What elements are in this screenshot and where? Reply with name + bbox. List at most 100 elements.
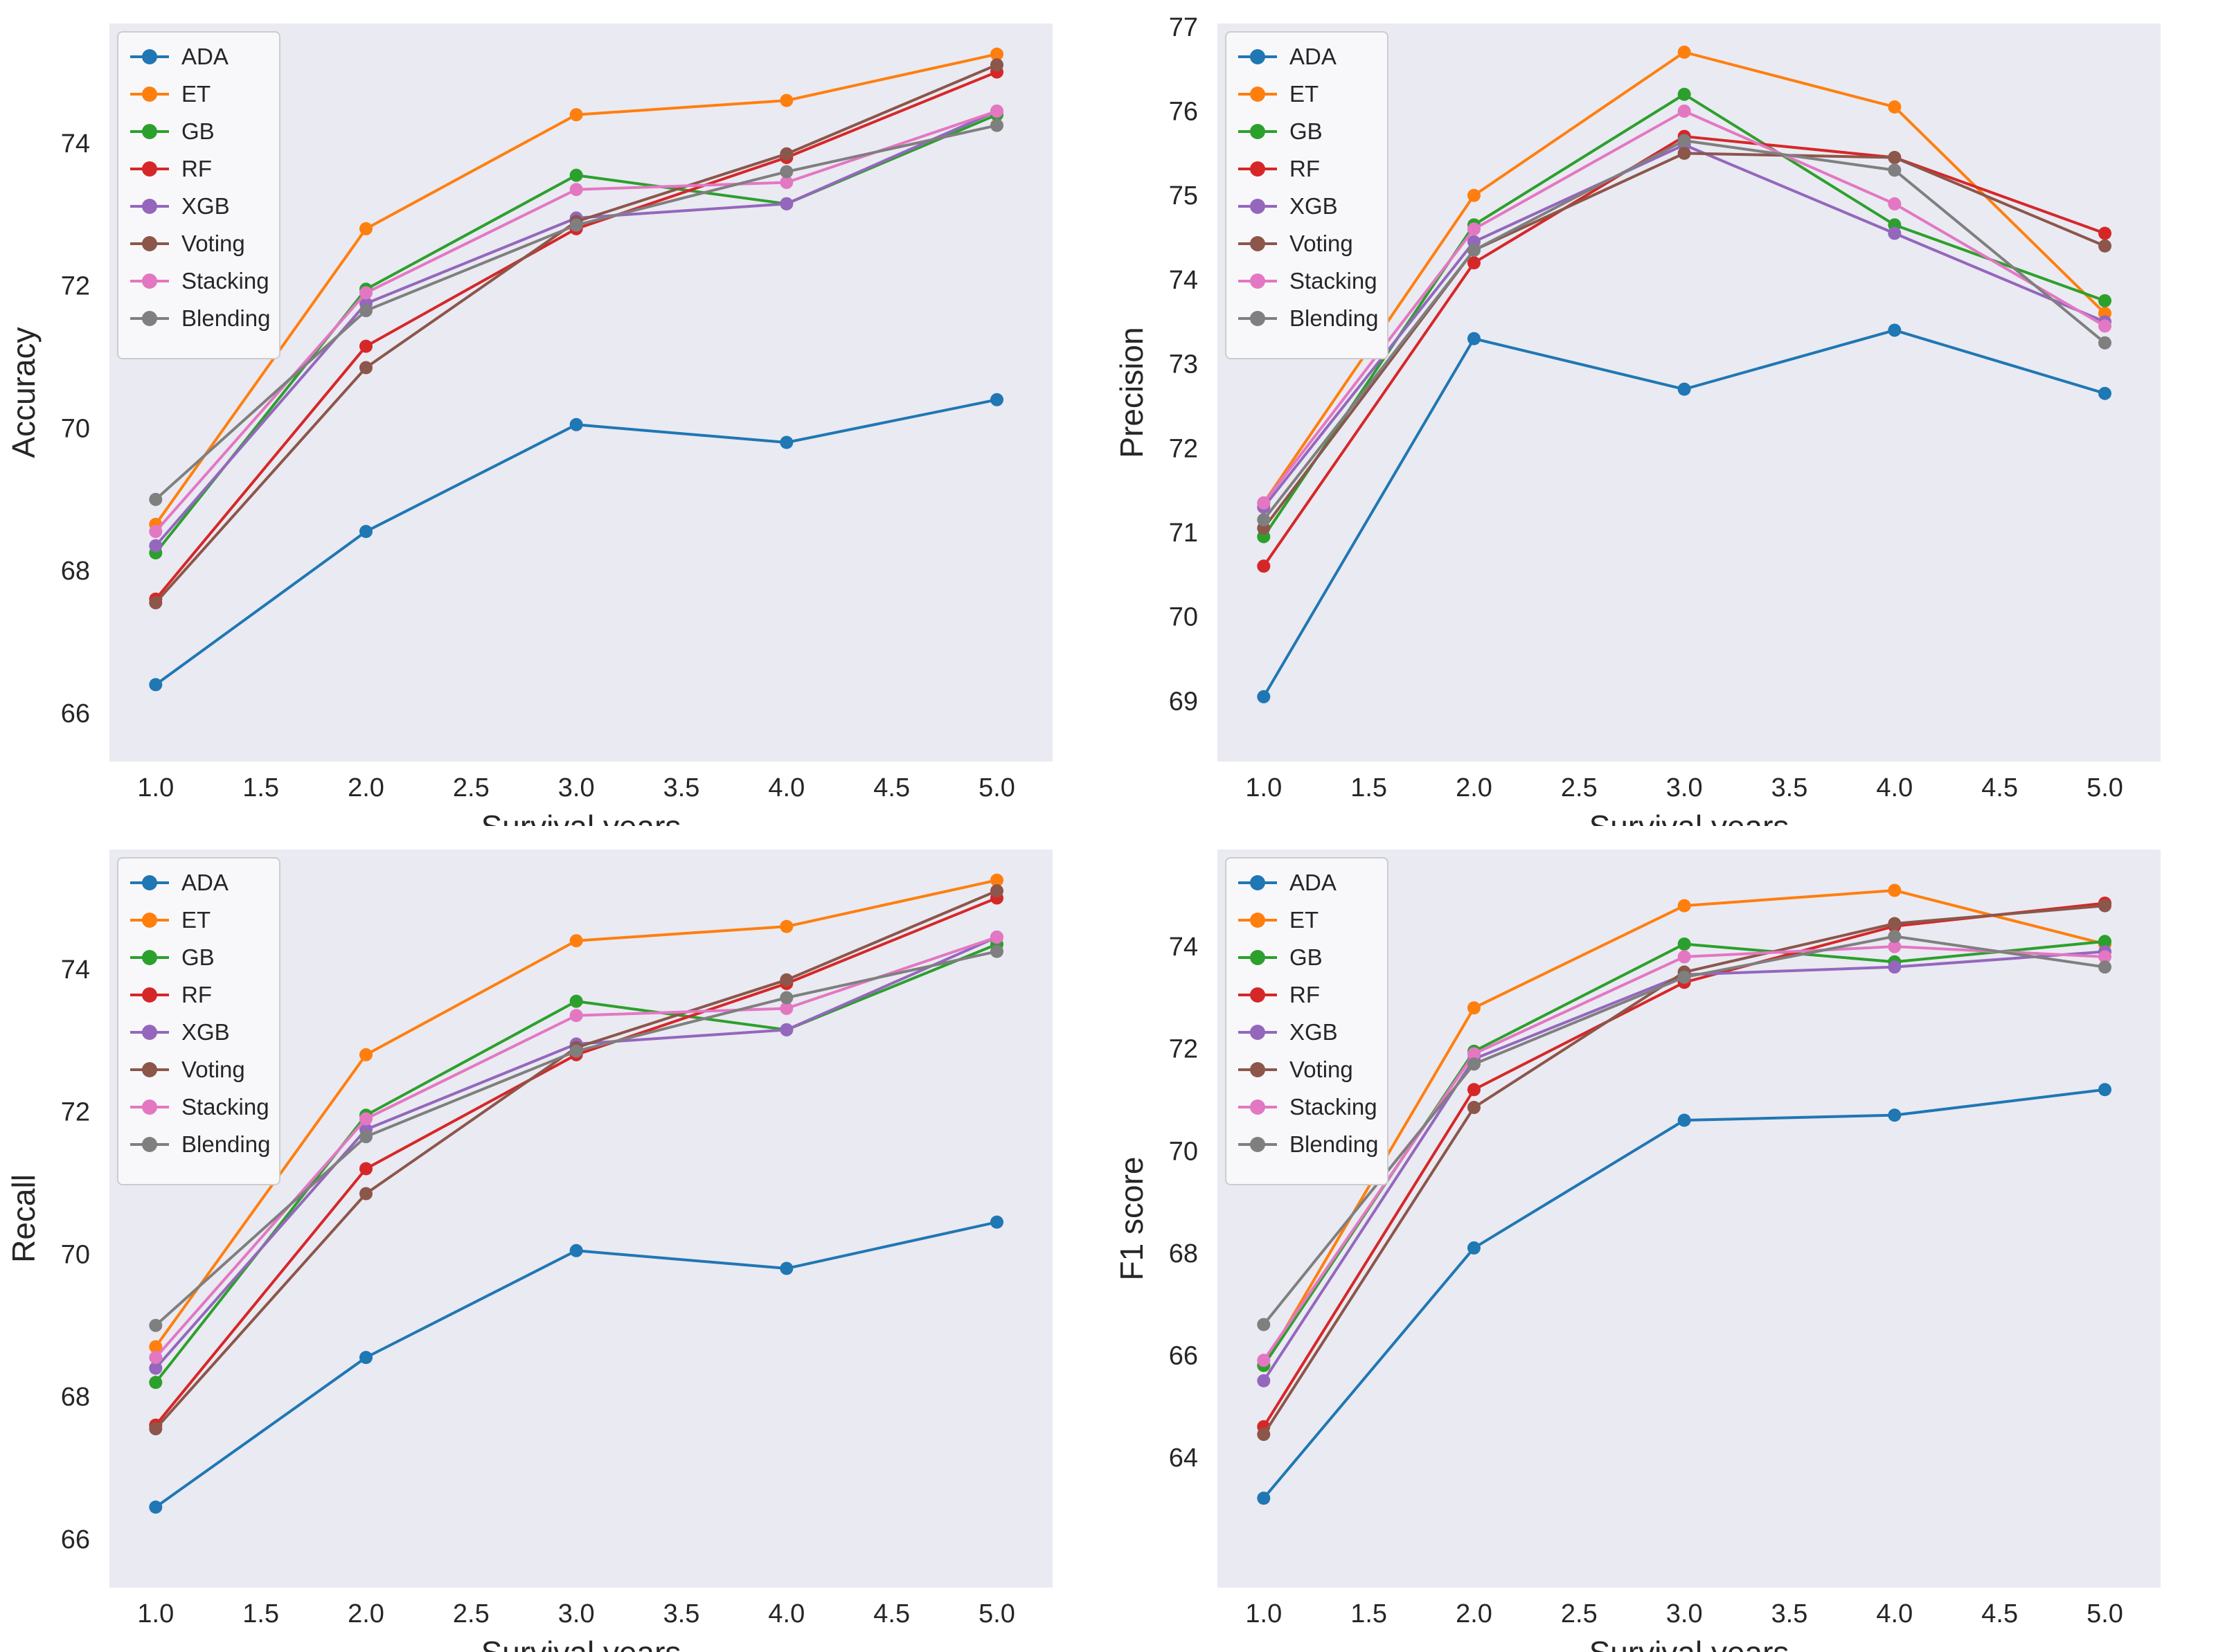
y-tick-label: 76	[1169, 98, 1198, 127]
legend: ADA ET GB RF XGB Voting Stacking Blending	[1225, 857, 1388, 1185]
legend-label: XGB	[181, 193, 230, 219]
legend-box	[117, 31, 280, 359]
series-marker-ADA	[1888, 1108, 1902, 1122]
series-marker-Blending	[1677, 970, 1691, 984]
series-marker-Blending	[1467, 243, 1481, 257]
series-marker-Blending	[1467, 1057, 1481, 1071]
legend-item-ET: ET	[130, 907, 211, 933]
legend-item-XGB: XGB	[130, 193, 230, 219]
series-marker-Voting	[1677, 146, 1691, 160]
x-tick-label: 2.5	[453, 773, 490, 802]
x-tick-label: 2.0	[348, 1599, 384, 1628]
y-axis-title: Accuracy	[6, 327, 42, 458]
series-marker-ET	[569, 108, 583, 122]
x-tick-label: 3.0	[558, 1599, 595, 1628]
legend-marker-dot	[142, 1137, 157, 1152]
legend-marker-dot	[1250, 311, 1265, 326]
legend-item-ET: ET	[1238, 907, 1319, 933]
legend-marker-dot	[142, 913, 157, 928]
series-marker-ADA	[2098, 1083, 2112, 1097]
x-tick-label: 5.0	[2087, 773, 2123, 802]
y-tick-label: 77	[1169, 13, 1198, 42]
x-tick-label: 5.0	[979, 1599, 1015, 1628]
series-marker-ET	[359, 1048, 373, 1061]
y-tick-label: 70	[61, 414, 90, 443]
series-marker-GB	[1677, 937, 1691, 951]
series-marker-RF	[1467, 256, 1481, 270]
series-marker-Voting	[990, 884, 1004, 898]
legend-item-Stacking: Stacking	[130, 1094, 269, 1120]
x-tick-label: 4.0	[1876, 1599, 1913, 1628]
legend: ADA ET GB RF XGB Voting Stacking Blending	[117, 31, 280, 359]
legend-item-ET: ET	[130, 81, 211, 107]
y-tick-label: 70	[1169, 1137, 1198, 1166]
legend-marker-dot	[142, 1025, 157, 1040]
x-tick-label: 4.5	[1981, 773, 2018, 802]
series-marker-ADA	[359, 1351, 373, 1365]
legend-marker-dot	[1250, 950, 1265, 965]
legend-item-ADA: ADA	[130, 870, 229, 895]
series-marker-Stacking	[569, 1009, 583, 1023]
legend-marker-dot	[142, 1062, 157, 1077]
legend-item-ADA: ADA	[1238, 870, 1337, 895]
y-tick-label: 74	[1169, 933, 1198, 962]
legend-label: Stacking	[1289, 268, 1377, 294]
legend-marker-dot	[142, 49, 157, 64]
legend-marker-dot	[142, 199, 157, 214]
series-marker-Stacking	[1888, 197, 1902, 210]
series-marker-ET	[1888, 883, 1902, 897]
series-marker-Voting	[149, 596, 163, 610]
y-tick-label: 68	[1169, 1239, 1198, 1268]
legend-item-Stacking: Stacking	[130, 268, 269, 294]
series-marker-ADA	[1888, 323, 1902, 337]
y-axis-title: Recall	[6, 1174, 42, 1263]
precision-chart: 69 70 71 72 73 74 75 76 77 1.0 1.5 2.0 2.5 3.0 3.5 4.0 4…	[1114, 13, 2161, 826]
legend-label: ADA	[181, 870, 229, 895]
recall-chart-cell: 66 68 70 72 74 1.0 1.5 2.0 2.5 3.0 3.5 4.0 4.5 5.0 Sur…	[0, 826, 1108, 1652]
legend-marker-dot	[1250, 1137, 1265, 1152]
legend-item-Blending: Blending	[130, 305, 270, 331]
legend-item-RF: RF	[130, 156, 212, 181]
series-marker-ADA	[990, 393, 1004, 406]
x-tick-label: 4.0	[768, 1599, 805, 1628]
legend-marker-dot	[142, 161, 157, 177]
y-tick-label: 70	[61, 1240, 90, 1269]
x-axis-title: Survival years	[481, 1635, 681, 1652]
series-marker-Stacking	[1257, 496, 1271, 510]
legend-label: Voting	[1289, 1057, 1353, 1082]
y-tick-label: 69	[1169, 687, 1198, 716]
series-marker-ADA	[1677, 382, 1691, 396]
series-marker-XGB	[149, 1361, 163, 1375]
series-marker-Stacking	[2098, 950, 2112, 964]
legend-item-ET: ET	[1238, 81, 1319, 107]
series-marker-Blending	[359, 1130, 373, 1144]
legend-item-Voting: Voting	[130, 231, 245, 256]
legend-label: ADA	[181, 44, 229, 69]
legend-marker-dot	[142, 950, 157, 965]
accuracy-chart-cell: 66 68 70 72 74 1.0 1.5 2.0 2.5 3.0 3.5 4.0 4.5 5.0 Sur…	[0, 0, 1108, 826]
series-marker-Stacking	[2098, 319, 2112, 333]
legend-marker-dot	[142, 311, 157, 326]
series-marker-Voting	[359, 1187, 373, 1201]
y-tick-label: 71	[1169, 519, 1198, 548]
series-marker-Voting	[2098, 239, 2112, 253]
legend-item-Blending: Blending	[1238, 305, 1378, 331]
series-marker-XGB	[1257, 1374, 1271, 1388]
legend-label: ET	[1289, 907, 1319, 933]
series-marker-Stacking	[1677, 950, 1691, 964]
x-tick-label: 5.0	[2087, 1599, 2123, 1628]
series-marker-Blending	[359, 304, 373, 318]
legend-marker-dot	[142, 236, 157, 251]
series-marker-XGB	[780, 1023, 794, 1036]
series-marker-Stacking	[990, 931, 1004, 944]
y-tick-label: 75	[1169, 181, 1198, 210]
precision-chart-cell: 69 70 71 72 73 74 75 76 77 1.0 1.5 2.0 2.5 3.0 3.5 4.0 4…	[1108, 0, 2216, 826]
legend-label: Stacking	[181, 1094, 269, 1120]
series-marker-GB	[1677, 87, 1691, 101]
series-marker-Stacking	[569, 183, 583, 197]
series-marker-Blending	[2098, 960, 2112, 974]
series-marker-ET	[1467, 188, 1481, 202]
recall-chart: 66 68 70 72 74 1.0 1.5 2.0 2.5 3.0 3.5 4.0 4.5 5.0 Sur…	[6, 850, 1053, 1652]
legend-item-Voting: Voting	[1238, 1057, 1353, 1082]
legend-item-GB: GB	[130, 944, 215, 970]
